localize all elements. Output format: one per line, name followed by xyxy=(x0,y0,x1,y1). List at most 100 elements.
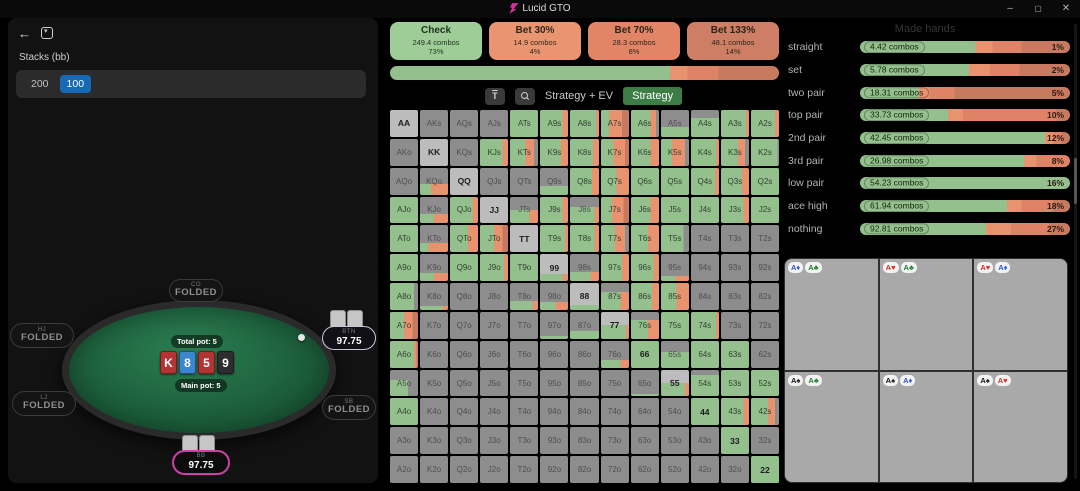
matrix-cell-T4s[interactable]: T4s xyxy=(690,225,719,253)
matrix-cell-54o[interactable]: 54o xyxy=(660,398,689,426)
matrix-cell-J7s[interactable]: J7s xyxy=(600,196,629,224)
matrix-cell-KTs[interactable]: KTs xyxy=(510,138,539,166)
matrix-cell-52o[interactable]: 52o xyxy=(660,456,689,483)
action-button-bet-30-[interactable]: Bet 30% 14.9 combos 4% xyxy=(489,22,581,60)
matrix-cell-AA[interactable]: AA xyxy=(390,110,419,137)
matrix-cell-KQo[interactable]: KQo xyxy=(420,167,449,195)
matrix-cell-K3s[interactable]: K3s xyxy=(720,138,749,166)
matrix-cell-A8s[interactable]: A8s xyxy=(570,110,599,137)
matrix-cell-K9s[interactable]: K9s xyxy=(540,138,569,166)
matrix-cell-QJs[interactable]: QJs xyxy=(480,167,509,195)
matrix-cell-T9s[interactable]: T9s xyxy=(540,225,569,253)
matrix-cell-86o[interactable]: 86o xyxy=(570,340,599,368)
filter-button[interactable]: T xyxy=(484,87,505,105)
matrix-cell-66[interactable]: 66 xyxy=(630,340,659,368)
import-icon[interactable] xyxy=(41,27,53,39)
matrix-cell-98o[interactable]: 98o xyxy=(540,283,569,310)
matrix-cell-64o[interactable]: 64o xyxy=(630,398,659,426)
matrix-cell-96o[interactable]: 96o xyxy=(540,340,569,368)
matrix-cell-72o[interactable]: 72o xyxy=(600,456,629,483)
matrix-cell-63s[interactable]: 63s xyxy=(720,340,749,368)
matrix-cell-T7o[interactable]: T7o xyxy=(510,311,539,339)
matrix-cell-AQs[interactable]: AQs xyxy=(450,110,479,137)
matrix-cell-92o[interactable]: 92o xyxy=(540,456,569,483)
matrix-cell-J4o[interactable]: J4o xyxy=(480,398,509,426)
matrix-cell-A2o[interactable]: A2o xyxy=(390,456,419,483)
matrix-cell-A9s[interactable]: A9s xyxy=(540,110,569,137)
matrix-cell-K8s[interactable]: K8s xyxy=(570,138,599,166)
matrix-cell-53o[interactable]: 53o xyxy=(660,427,689,455)
matrix-cell-64s[interactable]: 64s xyxy=(690,340,719,368)
action-button-bet-133-[interactable]: Bet 133% 48.1 combos 14% xyxy=(687,22,779,60)
matrix-cell-86s[interactable]: 86s xyxy=(630,283,659,310)
search-button[interactable] xyxy=(514,87,535,105)
matrix-cell-K2s[interactable]: K2s xyxy=(750,138,779,166)
matrix-cell-T9o[interactable]: T9o xyxy=(510,254,539,282)
matrix-cell-A5s[interactable]: A5s xyxy=(660,110,689,137)
matrix-cell-AKo[interactable]: AKo xyxy=(390,138,419,166)
matrix-cell-A3o[interactable]: A3o xyxy=(390,427,419,455)
matrix-cell-K4o[interactable]: K4o xyxy=(420,398,449,426)
matrix-cell-A6o[interactable]: A6o xyxy=(390,340,419,368)
matrix-cell-Q6s[interactable]: Q6s xyxy=(630,167,659,195)
matrix-cell-J6s[interactable]: J6s xyxy=(630,196,659,224)
matrix-cell-53s[interactable]: 53s xyxy=(720,369,749,397)
combo-cell-2[interactable]: A♥ A♣ xyxy=(879,259,973,370)
matrix-cell-T2o[interactable]: T2o xyxy=(510,456,539,483)
matrix-cell-AQo[interactable]: AQo xyxy=(390,167,419,195)
matrix-cell-J3o[interactable]: J3o xyxy=(480,427,509,455)
matrix-cell-J7o[interactable]: J7o xyxy=(480,311,509,339)
matrix-cell-42s[interactable]: 42s xyxy=(750,398,779,426)
combo-cell-3[interactable]: A♥ A♦ xyxy=(974,259,1067,370)
matrix-cell-J8s[interactable]: J8s xyxy=(570,196,599,224)
matrix-cell-65o[interactable]: 65o xyxy=(630,369,659,397)
matrix-cell-A8o[interactable]: A8o xyxy=(390,283,419,310)
made-hand-row-straight[interactable]: straight 4.42 combos 1% xyxy=(788,36,1070,59)
matrix-cell-93s[interactable]: 93s xyxy=(720,254,749,282)
matrix-cell-75s[interactable]: 75s xyxy=(660,311,689,339)
matrix-cell-J3s[interactable]: J3s xyxy=(720,196,749,224)
matrix-cell-J2s[interactable]: J2s xyxy=(750,196,779,224)
matrix-cell-A9o[interactable]: A9o xyxy=(390,254,419,282)
matrix-cell-85s[interactable]: 85s xyxy=(660,283,689,310)
matrix-cell-T2s[interactable]: T2s xyxy=(750,225,779,253)
minimize-button[interactable]: – xyxy=(1007,3,1013,14)
matrix-cell-J6o[interactable]: J6o xyxy=(480,340,509,368)
made-hand-row-2nd-pair[interactable]: 2nd pair 42.45 combos 12% xyxy=(788,127,1070,150)
matrix-cell-82o[interactable]: 82o xyxy=(570,456,599,483)
tab-strategy-ev[interactable]: Strategy + EV xyxy=(544,90,614,102)
matrix-cell-84o[interactable]: 84o xyxy=(570,398,599,426)
matrix-cell-62s[interactable]: 62s xyxy=(750,340,779,368)
matrix-cell-T8s[interactable]: T8s xyxy=(570,225,599,253)
matrix-cell-82s[interactable]: 82s xyxy=(750,283,779,310)
matrix-cell-Q2s[interactable]: Q2s xyxy=(750,167,779,195)
close-button[interactable]: ✕ xyxy=(1061,3,1071,14)
matrix-cell-KJs[interactable]: KJs xyxy=(480,138,509,166)
matrix-cell-83o[interactable]: 83o xyxy=(570,427,599,455)
matrix-cell-A5o[interactable]: A5o xyxy=(390,369,419,397)
matrix-cell-63o[interactable]: 63o xyxy=(630,427,659,455)
matrix-cell-K6s[interactable]: K6s xyxy=(630,138,659,166)
matrix-cell-JTs[interactable]: JTs xyxy=(510,196,539,224)
scrollbar-thumb[interactable] xyxy=(1074,158,1077,204)
matrix-cell-72s[interactable]: 72s xyxy=(750,311,779,339)
matrix-cell-K7o[interactable]: K7o xyxy=(420,311,449,339)
matrix-cell-A3s[interactable]: A3s xyxy=(720,110,749,137)
combo-cell-4[interactable]: A♠ A♣ xyxy=(785,371,878,482)
matrix-cell-Q4o[interactable]: Q4o xyxy=(450,398,479,426)
matrix-cell-T3s[interactable]: T3s xyxy=(720,225,749,253)
matrix-cell-88[interactable]: 88 xyxy=(570,283,599,310)
matrix-cell-42o[interactable]: 42o xyxy=(690,456,719,483)
matrix-cell-J9s[interactable]: J9s xyxy=(540,196,569,224)
matrix-cell-87o[interactable]: 87o xyxy=(570,311,599,339)
action-button-bet-70-[interactable]: Bet 70% 28.3 combos 8% xyxy=(588,22,680,60)
matrix-cell-75o[interactable]: 75o xyxy=(600,369,629,397)
matrix-cell-A4s[interactable]: A4s xyxy=(690,110,719,137)
stack-option-100[interactable]: 100 xyxy=(59,75,92,93)
matrix-cell-A7s[interactable]: A7s xyxy=(600,110,629,137)
matrix-cell-74o[interactable]: 74o xyxy=(600,398,629,426)
back-button[interactable]: ← xyxy=(18,26,31,41)
matrix-cell-43s[interactable]: 43s xyxy=(720,398,749,426)
matrix-cell-AKs[interactable]: AKs xyxy=(420,110,449,137)
matrix-cell-K4s[interactable]: K4s xyxy=(690,138,719,166)
